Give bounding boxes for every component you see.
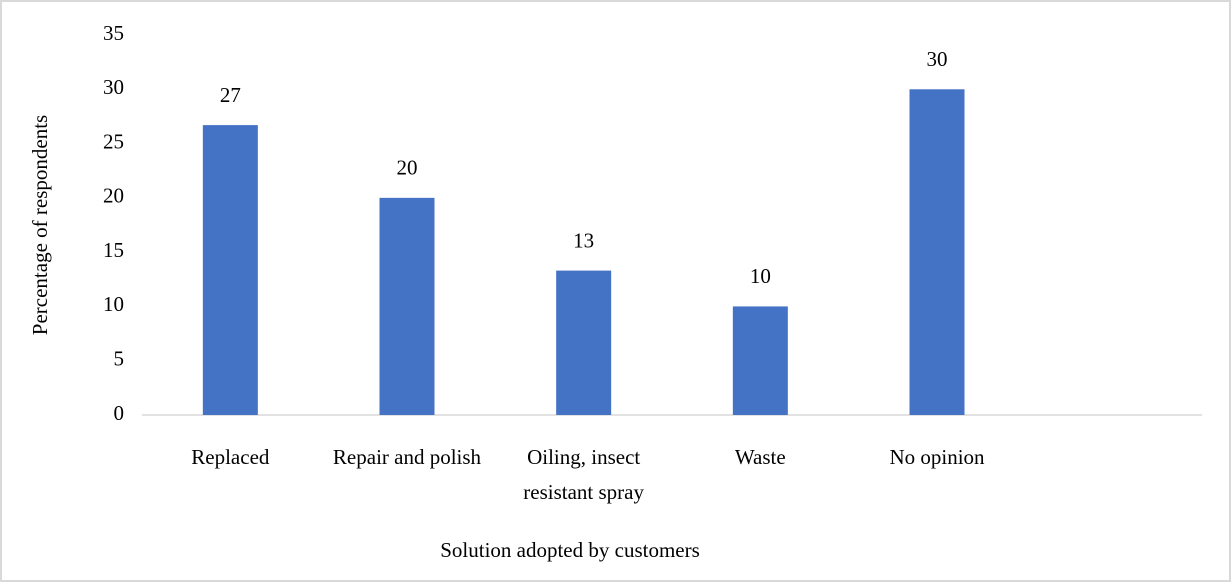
y-tick-label: 15 — [103, 238, 124, 262]
y-tick-label: 35 — [103, 21, 124, 45]
y-tick-label: 5 — [114, 347, 125, 371]
x-tick-label: No opinion — [889, 445, 985, 469]
bar — [732, 306, 788, 415]
value-label: 13 — [573, 228, 594, 252]
x-tick-label: Replaced — [191, 445, 270, 469]
bar — [379, 197, 435, 415]
value-label: 20 — [397, 156, 418, 180]
y-tick-label: 30 — [103, 75, 124, 99]
y-tick-label: 0 — [114, 401, 125, 425]
x-tick-label: Waste — [734, 445, 786, 469]
y-axis-label: Percentage of respondents — [28, 115, 52, 335]
bar — [909, 89, 965, 416]
value-label: 30 — [927, 47, 948, 71]
x-tick-label: Repair and polish — [332, 445, 482, 469]
value-label: 10 — [750, 264, 771, 288]
x-axis-label: Solution adopted by customers — [440, 538, 700, 562]
y-tick-label: 10 — [103, 292, 124, 316]
value-label: 27 — [220, 83, 241, 107]
y-tick-label: 25 — [103, 129, 124, 153]
y-tick-label: 20 — [103, 184, 124, 208]
bar — [202, 125, 258, 415]
x-tick-label: Oiling, insect resistant spray — [523, 445, 645, 504]
bar — [556, 270, 612, 415]
